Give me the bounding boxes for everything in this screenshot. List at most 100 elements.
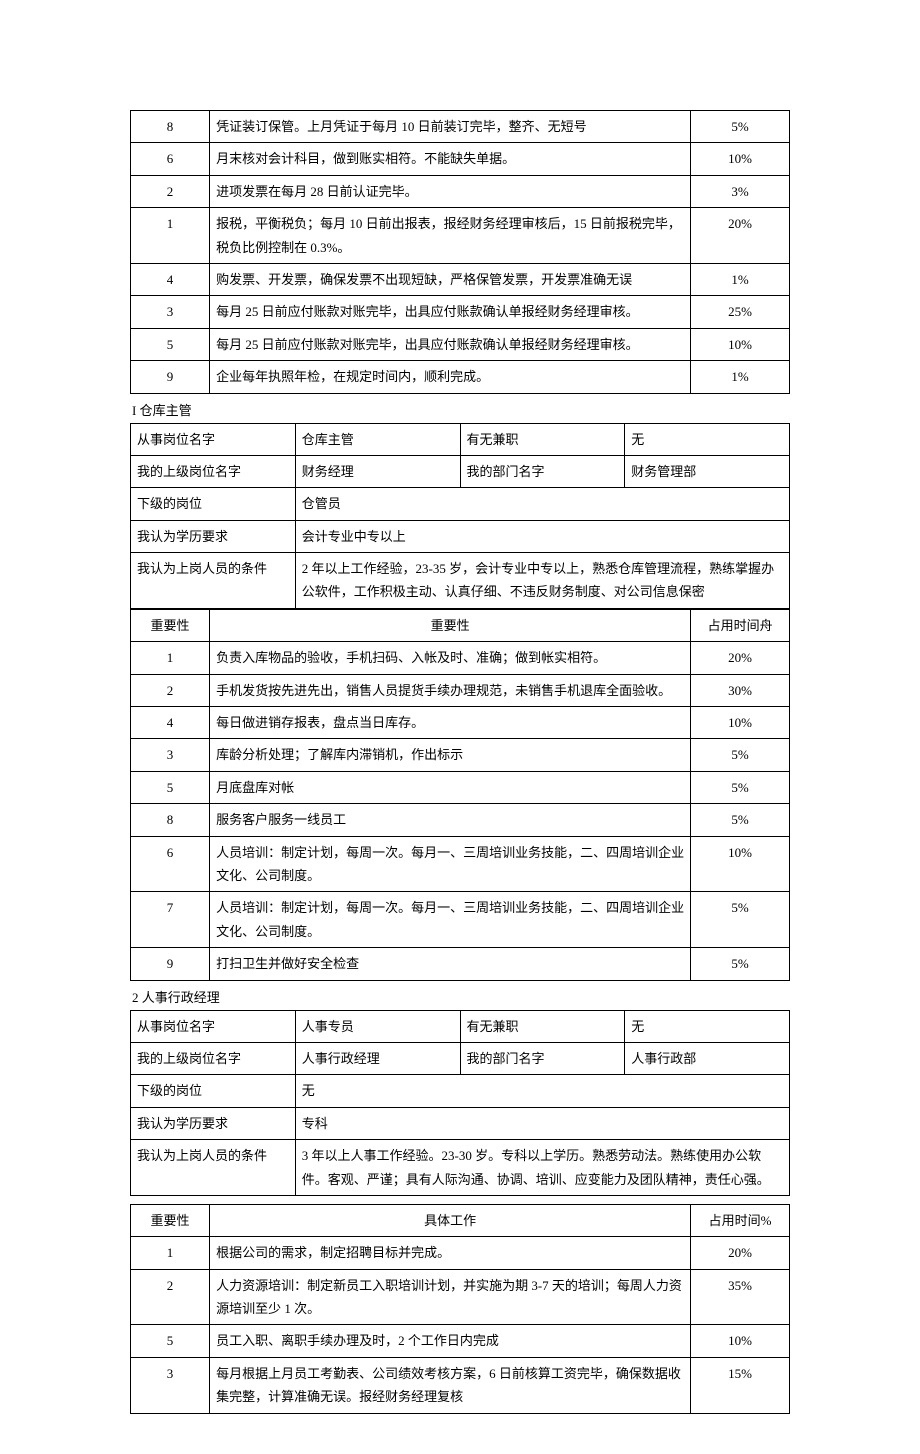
- row-desc: 员工入职、离职手续办理及时，2 个工作日内完成: [210, 1325, 691, 1357]
- row-desc: 购发票、开发票，确保发票不出现短缺，严格保管发票，开发票准确无误: [210, 263, 691, 295]
- row-desc: 每月 25 日前应付账款对账完毕，出具应付账款确认单报经财务经理审核。: [210, 328, 691, 360]
- row-number: 2: [131, 674, 210, 706]
- row-number: 8: [131, 804, 210, 836]
- row-pct: 5%: [691, 771, 790, 803]
- row-number: 1: [131, 1237, 210, 1269]
- s1-l1c3: 有无兼职: [460, 423, 625, 455]
- row-desc: 根据公司的需求，制定招聘目标并完成。: [210, 1237, 691, 1269]
- s2-l2c4: 人事行政部: [625, 1042, 790, 1074]
- row-desc: 打扫卫生并做好安全检查: [210, 948, 691, 980]
- s1-l2c1: 我的上级岗位名字: [131, 455, 296, 487]
- row-number: 5: [131, 1325, 210, 1357]
- s1-l2c4: 财务管理部: [625, 455, 790, 487]
- row-number: 3: [131, 296, 210, 328]
- row-pct: 35%: [691, 1269, 790, 1325]
- row-pct: 5%: [691, 804, 790, 836]
- row-number: 8: [131, 111, 210, 143]
- row-pct: 30%: [691, 674, 790, 706]
- s2-l3c1: 下级的岗位: [131, 1075, 296, 1107]
- s1-l4c2: 会计专业中专以上: [295, 520, 789, 552]
- section2-header: 从事岗位名字 人事专员 有无兼职 无 我的上级岗位名字 人事行政经理 我的部门名…: [130, 1010, 790, 1196]
- row-number: 5: [131, 328, 210, 360]
- row-pct: 5%: [691, 892, 790, 948]
- s1-l1c2: 仓库主管: [295, 423, 460, 455]
- row-desc: 每月 25 日前应付账款对账完毕，出具应付账款确认单报经财务经理审核。: [210, 296, 691, 328]
- row-desc: 月底盘库对帐: [210, 771, 691, 803]
- s2-l2c1: 我的上级岗位名字: [131, 1042, 296, 1074]
- row-desc: 服务客户服务一线员工: [210, 804, 691, 836]
- row-desc: 手机发货按先进先出，销售人员提货手续办理规范，未销售手机退库全面验收。: [210, 674, 691, 706]
- section1-items: 重要性 重要性 占用时间舟 1负责入库物品的验收，手机扫码、入帐及时、准确；做到…: [130, 609, 790, 981]
- row-number: 9: [131, 948, 210, 980]
- s1-col3: 占用时间舟: [691, 609, 790, 641]
- s2-l4c2: 专科: [295, 1107, 789, 1139]
- row-number: 6: [131, 836, 210, 892]
- row-desc: 报税，平衡税负；每月 10 日前出报表，报经财务经理审核后，15 日前报税完毕，…: [210, 208, 691, 264]
- row-pct: 20%: [691, 642, 790, 674]
- row-number: 4: [131, 263, 210, 295]
- row-pct: 10%: [691, 836, 790, 892]
- row-desc: 库龄分析处理；了解库内滞销机，作出标示: [210, 739, 691, 771]
- row-pct: 20%: [691, 1237, 790, 1269]
- row-desc: 人员培训：制定计划，每周一次。每月一、三周培训业务技能，二、四周培训企业文化、公…: [210, 836, 691, 892]
- s2-l2c3: 我的部门名字: [460, 1042, 625, 1074]
- s2-l4c1: 我认为学历要求: [131, 1107, 296, 1139]
- s2-l1c4: 无: [625, 1010, 790, 1042]
- s1-l4c1: 我认为学历要求: [131, 520, 296, 552]
- row-desc: 企业每年执照年检，在规定时间内，顺利完成。: [210, 361, 691, 393]
- s2-l1c1: 从事岗位名字: [131, 1010, 296, 1042]
- row-pct: 10%: [691, 143, 790, 175]
- row-desc: 人力资源培训：制定新员工入职培训计划，并实施为期 3-7 天的培训；每周人力资源…: [210, 1269, 691, 1325]
- row-number: 2: [131, 175, 210, 207]
- row-desc: 每月根据上月员工考勤表、公司绩效考核方案，6 日前核算工资完毕，确保数据收集完整…: [210, 1357, 691, 1413]
- row-pct: 3%: [691, 175, 790, 207]
- section2-items: 重要性 具体工作 占用时间% 1根据公司的需求，制定招聘目标并完成。20%2人力…: [130, 1204, 790, 1414]
- row-pct: 25%: [691, 296, 790, 328]
- row-pct: 10%: [691, 1325, 790, 1357]
- s2-l5c1: 我认为上岗人员的条件: [131, 1140, 296, 1196]
- s1-l2c2: 财务经理: [295, 455, 460, 487]
- row-number: 1: [131, 208, 210, 264]
- s1-col1: 重要性: [131, 609, 210, 641]
- s1-l1c1: 从事岗位名字: [131, 423, 296, 455]
- row-pct: 5%: [691, 739, 790, 771]
- s2-l5c2: 3 年以上人事工作经验。23-30 岁。专科以上学历。熟悉劳动法。熟练使用办公软…: [295, 1140, 789, 1196]
- row-number: 3: [131, 1357, 210, 1413]
- row-pct: 15%: [691, 1357, 790, 1413]
- section2-title: 2 人事行政经理: [130, 983, 790, 1010]
- row-number: 6: [131, 143, 210, 175]
- s2-l1c3: 有无兼职: [460, 1010, 625, 1042]
- s1-col2: 重要性: [210, 609, 691, 641]
- row-desc: 人员培训：制定计划，每周一次。每月一、三周培训业务技能，二、四周培训企业文化、公…: [210, 892, 691, 948]
- s2-l3c2: 无: [295, 1075, 789, 1107]
- s2-col3: 占用时间%: [691, 1204, 790, 1236]
- s2-l2c2: 人事行政经理: [295, 1042, 460, 1074]
- row-number: 9: [131, 361, 210, 393]
- s1-l3c1: 下级的岗位: [131, 488, 296, 520]
- row-desc: 月末核对会计科目，做到账实相符。不能缺失单据。: [210, 143, 691, 175]
- row-pct: 10%: [691, 328, 790, 360]
- row-pct: 10%: [691, 707, 790, 739]
- row-desc: 每日做进销存报表，盘点当日库存。: [210, 707, 691, 739]
- s2-col2: 具体工作: [210, 1204, 691, 1236]
- section1-header: 从事岗位名字 仓库主管 有无兼职 无 我的上级岗位名字 财务经理 我的部门名字 …: [130, 423, 790, 609]
- s1-l1c4: 无: [625, 423, 790, 455]
- row-pct: 5%: [691, 948, 790, 980]
- section1-title: I 仓库主管: [130, 396, 790, 423]
- row-pct: 20%: [691, 208, 790, 264]
- row-number: 7: [131, 892, 210, 948]
- s1-l5c2: 2 年以上工作经验，23-35 岁，会计专业中专以上，熟悉仓库管理流程，熟练掌握…: [295, 553, 789, 609]
- row-pct: 5%: [691, 111, 790, 143]
- s1-l2c3: 我的部门名字: [460, 455, 625, 487]
- s1-l3c2: 仓管员: [295, 488, 789, 520]
- row-desc: 凭证装订保管。上月凭证于每月 10 日前装订完毕，整齐、无短号: [210, 111, 691, 143]
- row-desc: 负责入库物品的验收，手机扫码、入帐及时、准确；做到帐实相符。: [210, 642, 691, 674]
- s1-l5c1: 我认为上岗人员的条件: [131, 553, 296, 609]
- top-table: 8凭证装订保管。上月凭证于每月 10 日前装订完毕，整齐、无短号5% 6月末核对会…: [130, 110, 790, 394]
- row-desc: 进项发票在每月 28 日前认证完毕。: [210, 175, 691, 207]
- row-number: 4: [131, 707, 210, 739]
- row-pct: 1%: [691, 361, 790, 393]
- row-pct: 1%: [691, 263, 790, 295]
- s2-l1c2: 人事专员: [295, 1010, 460, 1042]
- row-number: 2: [131, 1269, 210, 1325]
